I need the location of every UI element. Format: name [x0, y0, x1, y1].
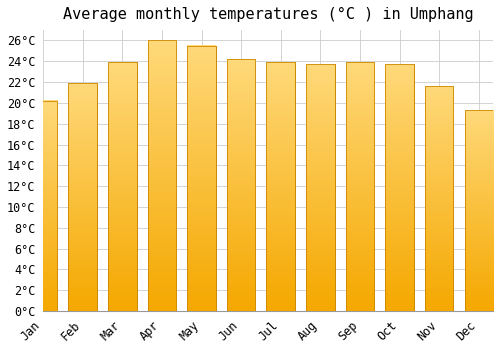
Title: Average monthly temperatures (°C ) in Umphang: Average monthly temperatures (°C ) in Um… — [63, 7, 474, 22]
Bar — [29, 101, 58, 311]
Bar — [346, 62, 374, 311]
Bar — [386, 64, 414, 311]
Bar — [29, 101, 58, 311]
Bar — [188, 46, 216, 311]
Bar — [464, 110, 493, 311]
Bar — [148, 41, 176, 311]
Bar — [68, 83, 97, 311]
Bar — [464, 110, 493, 311]
Bar — [386, 64, 414, 311]
Bar — [266, 62, 295, 311]
Bar — [306, 64, 334, 311]
Bar — [346, 62, 374, 311]
Bar — [108, 62, 136, 311]
Bar — [68, 83, 97, 311]
Bar — [227, 59, 256, 311]
Bar — [306, 64, 334, 311]
Bar — [227, 59, 256, 311]
Bar — [425, 86, 454, 311]
Bar — [108, 62, 136, 311]
Bar — [266, 62, 295, 311]
Bar — [425, 86, 454, 311]
Bar — [188, 46, 216, 311]
Bar — [148, 41, 176, 311]
